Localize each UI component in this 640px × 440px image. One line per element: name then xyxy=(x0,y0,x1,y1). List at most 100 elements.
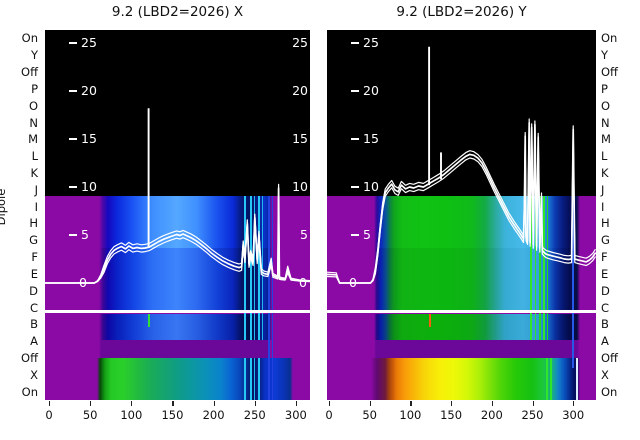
row-label-b-17: B xyxy=(601,317,609,332)
inner-tick-label-left-25: 25 xyxy=(81,35,97,50)
heatmap-stripe-10 xyxy=(271,196,273,400)
inner-tick-dash xyxy=(69,234,77,236)
heatmap-band-1 xyxy=(45,196,310,248)
heatmap-stripe-6 xyxy=(550,358,552,400)
x-tick-mark xyxy=(410,401,412,406)
row-label-m-6: M xyxy=(28,132,38,147)
heatmap-stripe-5 xyxy=(244,358,246,400)
row-label-off-19: Off xyxy=(601,350,618,365)
row-label-f-13: F xyxy=(601,250,608,265)
inner-tick-label-left-10: 10 xyxy=(363,179,379,194)
x-tick-mark xyxy=(49,401,51,406)
inner-tick-label-left-5: 5 xyxy=(81,227,89,242)
inner-tick-label-right-25: 25 xyxy=(292,35,308,50)
heatmap-band-4 xyxy=(327,340,596,358)
heatmap-band-2 xyxy=(327,248,596,310)
row-label-off-2: Off xyxy=(21,65,38,80)
trace-svg xyxy=(327,46,596,284)
heatmap-band-2 xyxy=(45,248,310,310)
x-tick-label-200: 200 xyxy=(202,408,225,422)
heatmap-band-3 xyxy=(327,313,596,340)
row-label-y-1: Y xyxy=(30,48,38,63)
row-label-i-10: I xyxy=(34,199,38,214)
row-label-c-16: C xyxy=(29,300,38,315)
x-tick-label-100: 100 xyxy=(399,408,422,422)
heatmap-stripe-5 xyxy=(546,358,548,400)
panel-title-right: 9.2 (LBD2=2026) Y xyxy=(396,4,527,20)
trace-line xyxy=(45,191,310,284)
heatmap-stripe-8 xyxy=(258,358,260,400)
inner-tick-label-right-5: 5 xyxy=(300,227,308,242)
inner-tick-label-zero: 0 xyxy=(349,275,357,290)
row-labels-left: On Y Off P O N M L K J I H G F E D C B A Off X On xyxy=(0,0,38,440)
inner-tick-dash xyxy=(351,90,359,92)
x-tick-mark xyxy=(329,401,331,406)
row-label-l-7: L xyxy=(601,149,608,164)
heatmap-stripe-0 xyxy=(244,196,246,340)
heatmap-stripe-3 xyxy=(258,196,260,340)
x-tick-label-0: 0 xyxy=(45,408,53,422)
x-tick-label-150: 150 xyxy=(161,408,184,422)
x-tick-mark xyxy=(369,401,371,406)
trace-line xyxy=(327,121,596,284)
heatmap-stripe-2 xyxy=(539,196,541,340)
x-tick-label-150: 150 xyxy=(440,408,463,422)
inner-tick-label-right-10: 10 xyxy=(292,179,308,194)
inner-tick-dash xyxy=(351,186,359,188)
x-tick-label-0: 0 xyxy=(325,408,333,422)
x-tick-label-100: 100 xyxy=(120,408,143,422)
row-label-l-7: L xyxy=(31,149,38,164)
separator-line xyxy=(45,310,310,314)
x-tick-mark xyxy=(295,401,298,406)
row-label-n-5: N xyxy=(29,115,38,130)
row-label-a-18: A xyxy=(30,334,38,349)
inner-tick-label-right-20: 20 xyxy=(292,83,308,98)
heatmap-stripe-0 xyxy=(530,196,532,340)
heatmap-stripe-7 xyxy=(572,196,574,368)
heatmap-band-3 xyxy=(45,313,310,340)
x-tick-label-200: 200 xyxy=(480,408,503,422)
row-label-k-8: K xyxy=(30,165,38,180)
row-label-a-18: A xyxy=(601,334,609,349)
separator-line xyxy=(327,310,596,314)
x-tick-label-50: 50 xyxy=(362,408,378,422)
row-label-g-12: G xyxy=(601,233,610,248)
row-label-x-20: X xyxy=(30,367,38,382)
row-label-d-15: D xyxy=(29,283,38,298)
x-tick-mark xyxy=(254,401,256,406)
x-tick-label-300: 300 xyxy=(284,408,307,422)
x-tick-mark xyxy=(573,401,575,406)
row-label-b-17: B xyxy=(30,317,38,332)
inner-tick-dash xyxy=(351,138,359,140)
inner-tick-label-zero-right: 0 xyxy=(299,275,307,290)
row-label-off-19: Off xyxy=(21,350,38,365)
row-label-d-15: D xyxy=(601,283,610,298)
panel-left: 25 25 20 20 15 15 10 10 5 5 0 0 xyxy=(45,30,310,400)
heatmap-stripe-3 xyxy=(543,196,545,340)
x-tick-label-250: 250 xyxy=(243,408,266,422)
x-tick-mark xyxy=(451,401,453,406)
heatmap-stripe-2 xyxy=(254,196,256,340)
row-label-o-4: O xyxy=(601,98,611,113)
x-tick-label-300: 300 xyxy=(562,408,585,422)
trace-svg xyxy=(45,108,310,284)
inner-tick-label-left-5: 5 xyxy=(363,227,371,242)
row-label-i-10: I xyxy=(601,199,605,214)
row-label-e-14: E xyxy=(601,266,609,281)
row-label-n-5: N xyxy=(601,115,610,130)
inner-tick-dash xyxy=(69,186,77,188)
row-label-on-21: On xyxy=(601,384,618,399)
row-label-g-12: G xyxy=(29,233,38,248)
x-tick-mark xyxy=(131,401,133,406)
x-tick-label-250: 250 xyxy=(521,408,544,422)
row-label-y-1: Y xyxy=(601,48,609,63)
x-tick-label-50: 50 xyxy=(82,408,98,422)
row-label-on-0: On xyxy=(21,31,38,46)
row-labels-right: On Y Off P O N M L K J I H G F E D C B A Off X On xyxy=(601,0,640,440)
x-tick-mark xyxy=(172,401,174,406)
heatmap-stripe-1 xyxy=(534,196,537,340)
heatmap-band-1 xyxy=(327,196,596,248)
row-label-k-8: K xyxy=(601,165,609,180)
x-tick-mark xyxy=(90,401,92,406)
